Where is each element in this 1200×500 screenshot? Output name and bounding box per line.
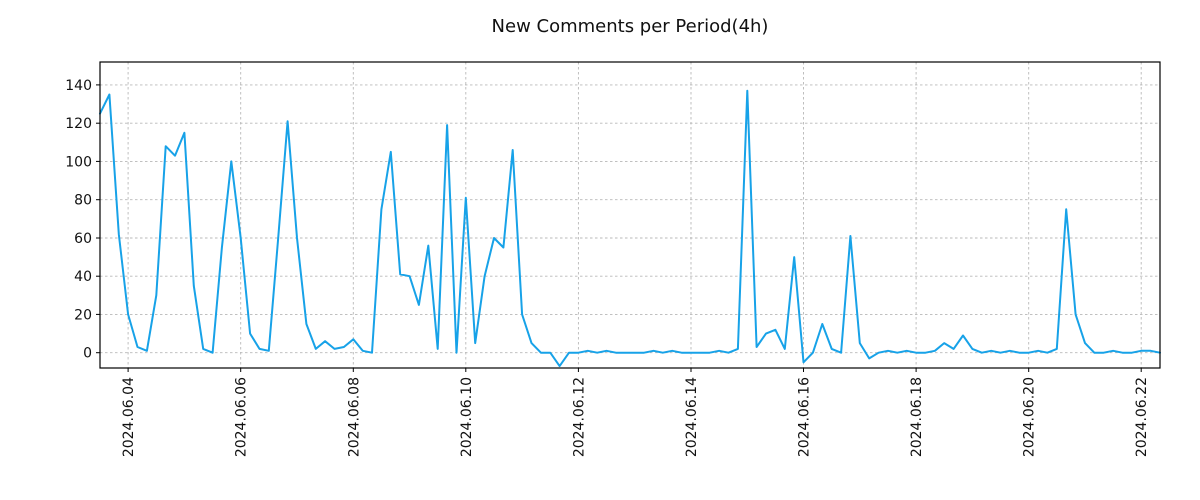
x-tick-label: 2024.06.14: [684, 377, 700, 457]
x-tick-label: 2024.06.06: [234, 377, 250, 457]
x-tick-label: 2024.06.04: [121, 377, 137, 457]
chart-title: New Comments per Period(4h): [491, 16, 769, 37]
x-tick-label: 2024.06.10: [459, 377, 475, 457]
y-tick-label: 0: [83, 346, 92, 362]
y-tick-label: 100: [65, 154, 92, 170]
x-tick-label: 2024.06.12: [571, 377, 587, 457]
y-tick-label: 120: [65, 116, 92, 132]
plot-border: [99, 61, 1161, 369]
y-tick-label: 60: [74, 231, 92, 247]
x-tick-label: 2024.06.08: [346, 377, 362, 457]
x-tick-label: 2024.06.22: [1134, 377, 1150, 457]
x-tick-label: 2024.06.16: [797, 377, 813, 457]
data-series-line: [99, 89, 1161, 368]
y-tick-label: 140: [65, 78, 92, 94]
x-tick-label: 2024.06.20: [1022, 377, 1038, 457]
y-tick-label: 20: [74, 307, 92, 323]
x-tick-label: 2024.06.18: [909, 377, 925, 457]
y-tick-label: 80: [74, 193, 92, 209]
y-tick-label: 40: [74, 269, 92, 285]
